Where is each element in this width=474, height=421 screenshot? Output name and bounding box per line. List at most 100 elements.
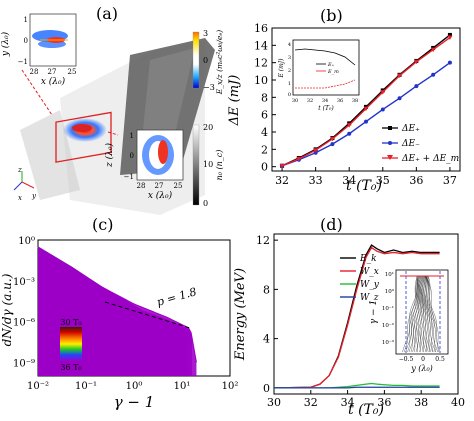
b-point [330, 142, 335, 147]
c-ytick-label: 10⁻³ [13, 277, 35, 288]
panel-a: y (λ₀) 1 0 −1 28 27 25 x (λ₀) z (λ₀) 1 0… [0, 13, 224, 215]
panel-b-legend: ΔE₊ ΔE₋ ΔE₊ + ΔE_m [382, 124, 459, 164]
inset-b-ytick: 4 [288, 42, 291, 48]
legend-b-2: ΔE₊ + ΔE_m [401, 154, 459, 164]
panel-b-ylabel: ΔE (mJ) [227, 75, 242, 127]
inset-b-xtick: 30 [292, 98, 298, 104]
inset-trajectory [428, 275, 441, 353]
axis-x-label: x [18, 194, 22, 202]
panel-b-xlabel: t (T₀) [346, 178, 382, 194]
c-ytick-label: 10⁻⁶ [13, 318, 35, 329]
inset-trajectory [425, 275, 431, 353]
inset-trajectory [420, 275, 425, 353]
b-point [380, 107, 385, 112]
b-point [364, 119, 368, 124]
panel-d-ylabel: Energy (MeV) [233, 268, 248, 361]
colorbar-n-tick: 0 [203, 199, 208, 208]
inset-trajectory [425, 275, 436, 353]
inset-trajectory [424, 275, 433, 353]
c-xtick-label: 10⁻² [27, 381, 49, 392]
b-ytick-label: 10 [254, 74, 268, 87]
inset-d-xlabel: y (λ₀) [410, 364, 433, 373]
d-ytick-label: 0 [263, 382, 270, 395]
panel-d-inset: 10¹ 10⁰ 10⁻¹ 10⁻² 10⁻³ γ − 1 −0.5 0 0.5 … [369, 269, 449, 373]
b-ytick-label: 0 [261, 161, 268, 174]
colorbar-n-tick: 20 [203, 123, 213, 132]
d-xtick-label: 30 [267, 396, 281, 409]
b-point [447, 35, 453, 41]
inset-top-xlabel: x (λ₀) [41, 76, 66, 87]
inset-bottom-xtick: 27 [155, 182, 164, 190]
b-ytick-label: 2 [261, 143, 268, 156]
inset-top-xtick: 27 [48, 68, 57, 76]
inset-top-ytick: 1 [24, 16, 28, 24]
b-ytick-label: 14 [254, 39, 268, 52]
d-xtick-label: 36 [377, 396, 391, 409]
inset-top-ylabel: y (λ₀) [0, 31, 11, 57]
b-point [447, 60, 452, 65]
inset-b-xtick: 36 [337, 98, 343, 104]
inset-top: y (λ₀) 1 0 −1 28 27 25 x (λ₀) [0, 13, 77, 87]
b-point [431, 72, 436, 77]
d-xtick-label: 34 [341, 396, 355, 409]
b-ytick-label: 8 [261, 91, 268, 104]
b-point [329, 136, 335, 142]
inset-d-xtick: 0 [421, 356, 425, 363]
legend-b-0: ΔE₊ [401, 124, 420, 134]
inset-bottom-ytick: −1 [124, 173, 134, 181]
b-ytick-label: 16 [254, 22, 268, 35]
c-ytick-label: 10⁰ [18, 236, 35, 247]
b-point [414, 84, 419, 89]
inset-trajectory [418, 275, 423, 353]
colorbar-n-label: n₀ (n_c) [215, 150, 224, 181]
inset-d-xtick: 0.5 [435, 356, 445, 363]
b-xtick-label: 32 [275, 174, 289, 187]
inset-d-ytick: 10⁻² [382, 322, 394, 329]
b-point [296, 156, 302, 162]
legend-d-2: W_y [360, 280, 380, 290]
colorbar-e-label: E_x/z (mₑc²ω₀/eₑ) [215, 30, 224, 95]
b-point [279, 163, 285, 169]
b-ytick-label: 12 [254, 57, 268, 70]
panel-c-ylabel: dN/dγ (a.u.) [0, 273, 14, 346]
inset-b-ylabel: E (mJ) [278, 58, 285, 79]
inset-legend-e-m: E_m [327, 69, 339, 75]
inset-bottom: z (λ₀) 1 0 −1 28 27 25 x (λ₀) [104, 129, 184, 201]
legend-b-1: ΔE₋ [401, 139, 420, 149]
inset-d-ytick: 10⁻³ [382, 339, 394, 346]
b-xtick-label: 33 [309, 174, 323, 187]
axis-z-label: z [17, 166, 22, 174]
c-spectrum-line [37, 246, 197, 363]
legend-d-1: W_x [360, 267, 379, 277]
d-ytick-label: 8 [263, 283, 270, 296]
b-point [397, 96, 402, 101]
colorbar-n-tick: 10 [203, 160, 213, 169]
inset-top-xtick: 25 [68, 68, 77, 76]
colorbar-n [192, 124, 200, 206]
c-ytick-label: 10⁻⁹ [13, 358, 35, 369]
b-point [313, 150, 318, 155]
inset-trajectory [405, 275, 419, 353]
inset-bottom-xtick: 25 [174, 182, 183, 190]
panel-label-c: (c) [92, 215, 113, 234]
panel-label-b: (b) [320, 6, 343, 25]
inset-trajectory [403, 275, 418, 353]
b-ytick-label: 6 [261, 109, 268, 122]
b-xtick-label: 34 [342, 174, 356, 187]
b-point [430, 47, 436, 53]
panel-d-xlabel: t (T₀) [348, 402, 384, 418]
time-colorbar [60, 327, 82, 361]
inset-bottom-ytick: 0 [130, 152, 134, 160]
inset-trajectory [408, 275, 419, 353]
b-xtick-label: 36 [409, 174, 423, 187]
inset-bottom-ytick: 1 [130, 132, 134, 140]
colorbar-bottom-label: 36 T₀ [60, 363, 81, 372]
b-point [380, 90, 386, 95]
inset-bottom-xlabel: x (λ₀) [148, 190, 173, 201]
b-point [346, 123, 352, 128]
axis-y-label: y [31, 192, 37, 200]
c-xtick-label: 10⁰ [126, 381, 143, 392]
inset-top-xtick: 28 [30, 68, 39, 76]
panel-c: 10⁻² 10⁻¹ 10⁰ 10¹ 10² 10⁰ 10⁻³ 10⁻⁶ 10⁻⁹ p = 1.8… [0, 236, 238, 411]
